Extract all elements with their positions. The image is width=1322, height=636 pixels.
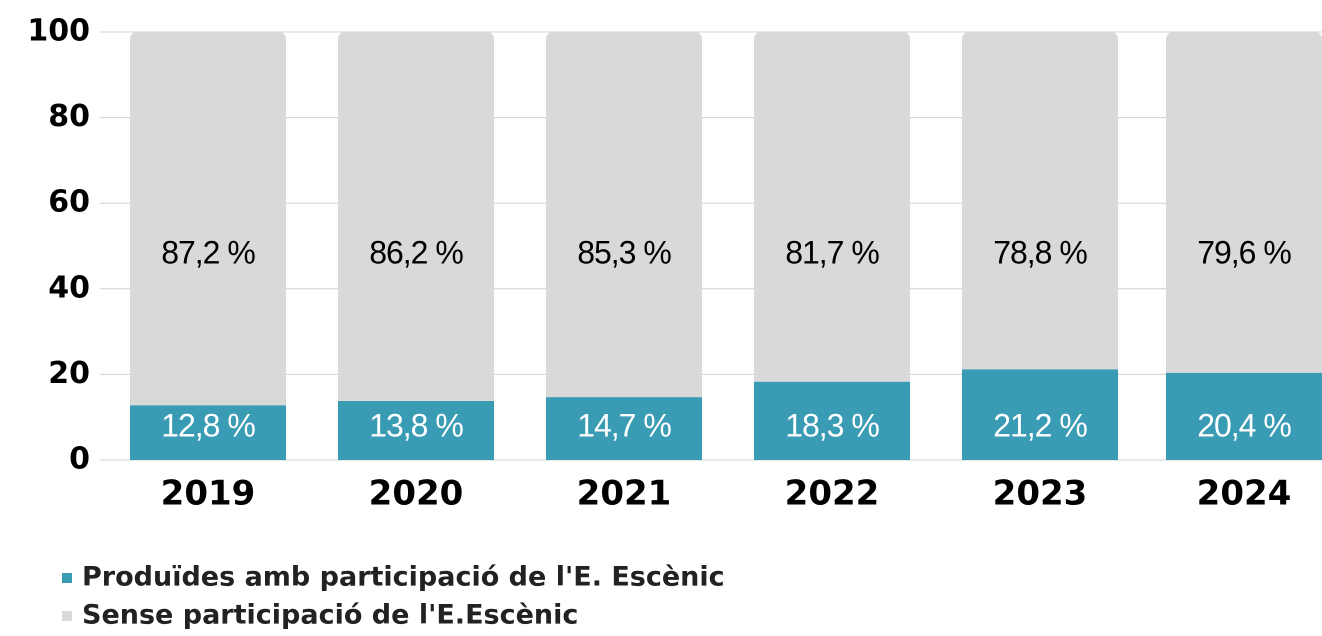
value-label: 79,6 %: [1197, 234, 1291, 270]
y-tick-label: 100: [27, 14, 90, 49]
legend-marker: [62, 573, 72, 583]
legend-marker: [62, 611, 72, 621]
x-tick-label: 2022: [785, 474, 880, 514]
value-label: 85,3 %: [577, 234, 671, 270]
value-label: 81,7 %: [785, 234, 879, 270]
bar-segment: [754, 381, 910, 460]
value-label: 86,2 %: [369, 234, 463, 270]
bar-segment: [1166, 32, 1322, 373]
bar-segment: [546, 397, 702, 460]
bar-segment: [130, 405, 286, 460]
value-label: 14,7 %: [577, 407, 671, 443]
legend-label: Produïdes amb participació de l'E. Escèn…: [82, 562, 725, 593]
bar-segment: [962, 369, 1118, 460]
bar-segment: [962, 32, 1118, 370]
value-label: 87,2 %: [161, 234, 255, 270]
bar-segment: [130, 32, 286, 406]
x-tick-label: 2023: [993, 474, 1088, 514]
bar-segment: [546, 32, 702, 398]
x-tick-label: 2024: [1197, 474, 1292, 514]
y-tick-label: 0: [69, 442, 90, 477]
bar-segment: [338, 400, 494, 460]
y-tick-label: 60: [48, 185, 90, 220]
bar-segment: [754, 32, 910, 382]
value-label: 12,8 %: [161, 407, 255, 443]
y-tick-label: 20: [48, 356, 90, 391]
value-label: 18,3 %: [785, 407, 879, 443]
x-tick-label: 2021: [577, 474, 672, 514]
value-label: 20,4 %: [1197, 407, 1291, 443]
bar-segment: [1166, 372, 1322, 460]
y-tick-label: 40: [48, 270, 90, 305]
legend-label: Sense participació de l'E.Escènic: [82, 600, 578, 631]
x-tick-label: 2019: [161, 474, 256, 514]
x-tick-label: 2020: [369, 474, 464, 514]
value-label: 21,2 %: [993, 407, 1087, 443]
value-label: 13,8 %: [369, 407, 463, 443]
y-tick-label: 80: [48, 99, 90, 134]
value-label: 78,8 %: [993, 234, 1087, 270]
bar-segment: [338, 32, 494, 401]
